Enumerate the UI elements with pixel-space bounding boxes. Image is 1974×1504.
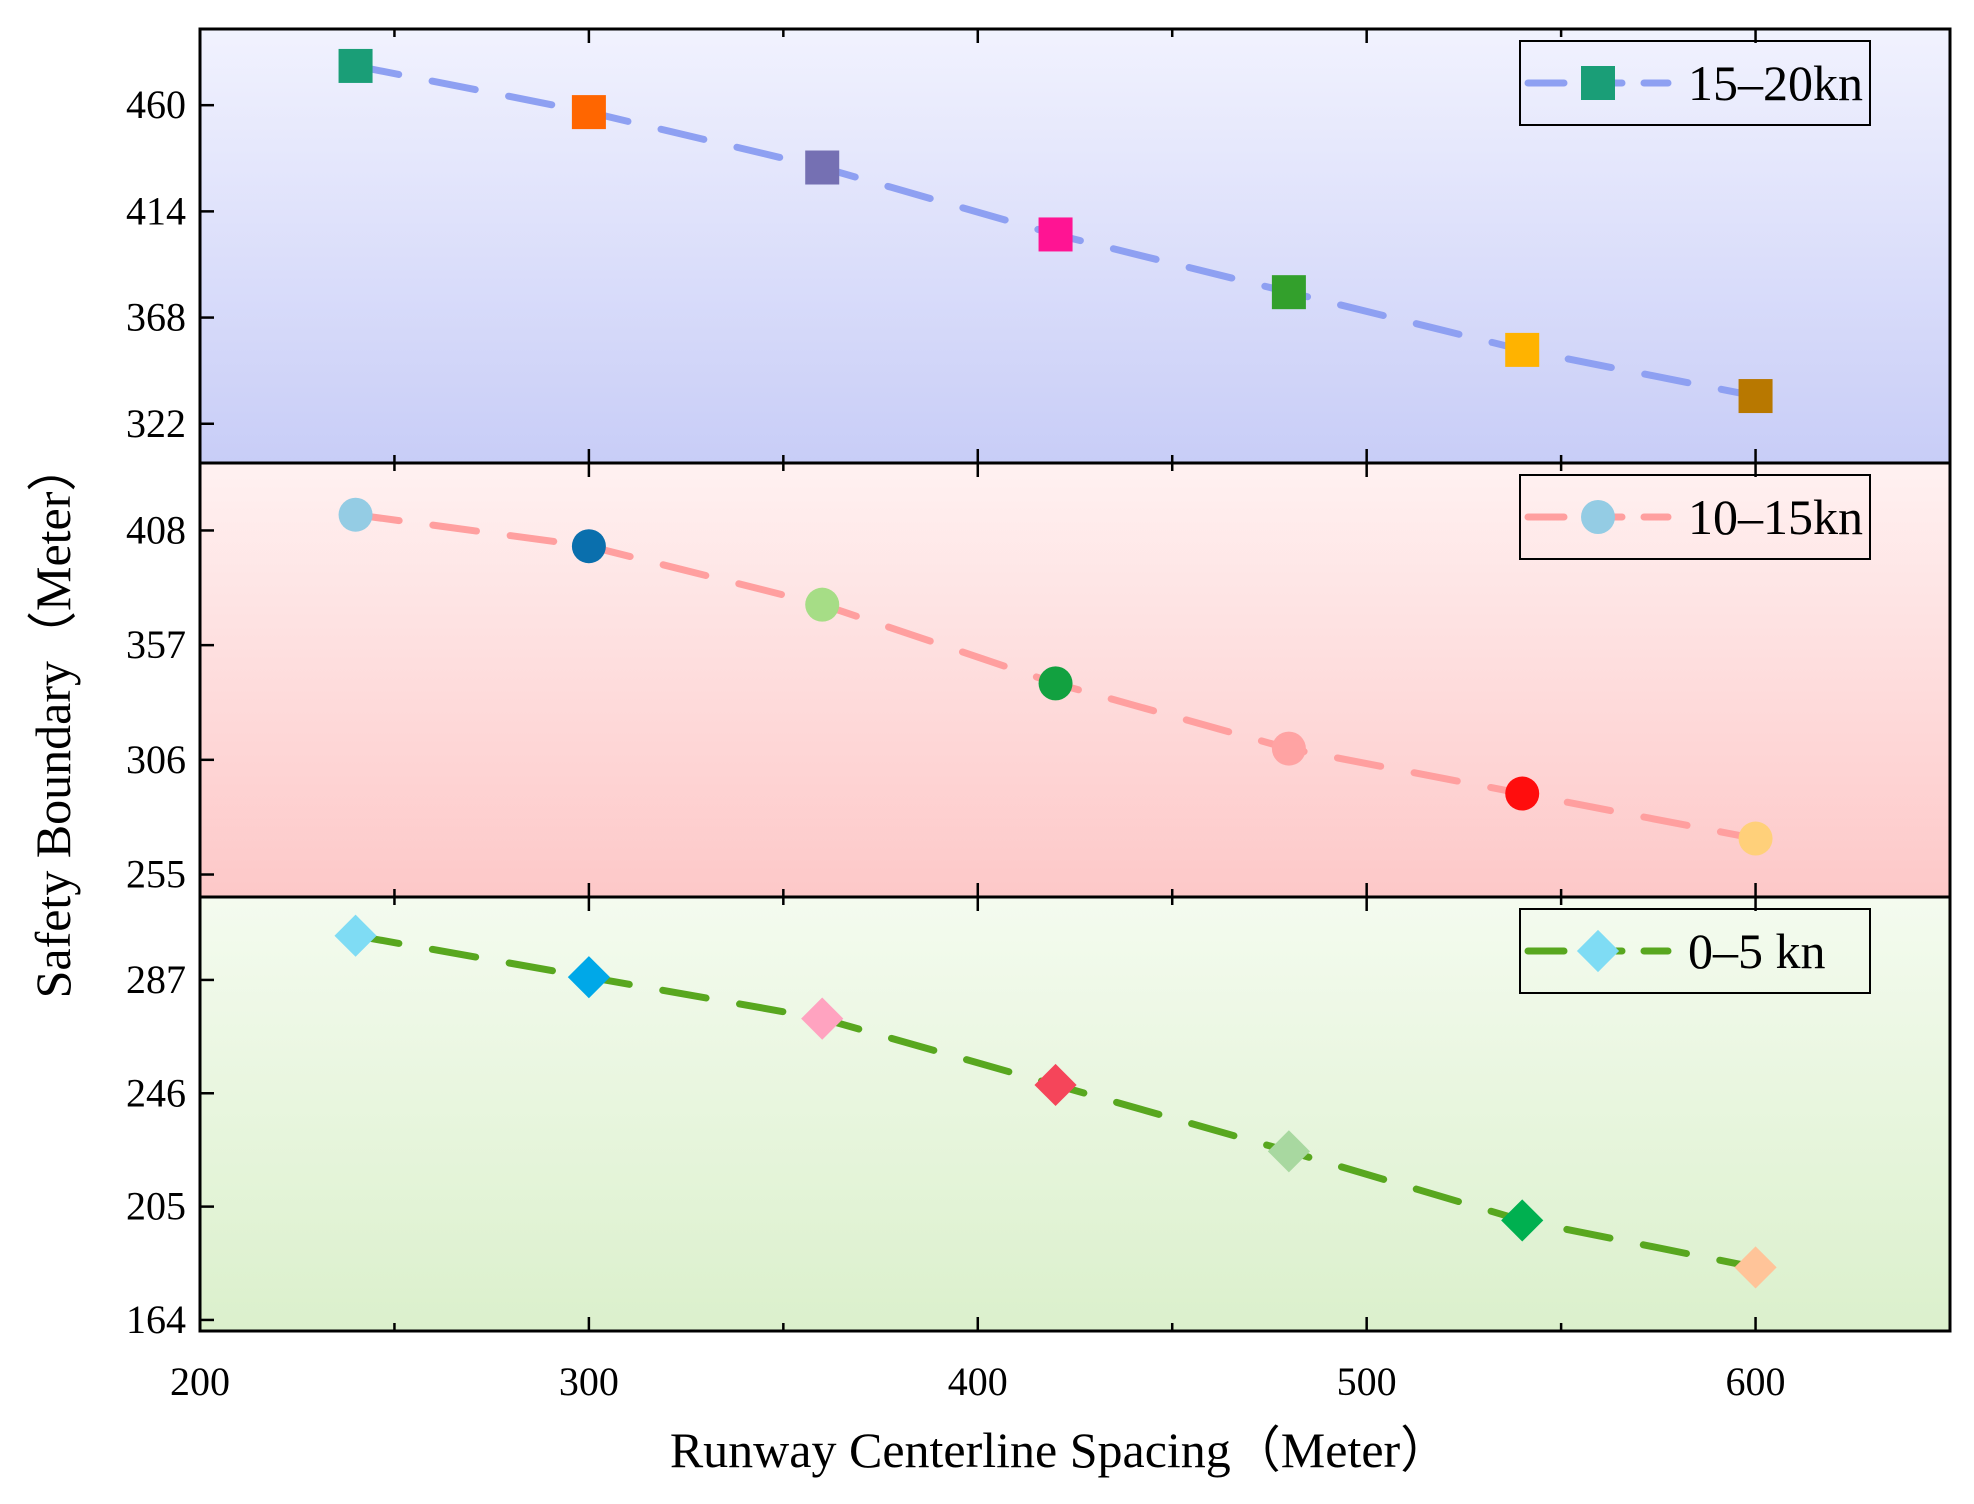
- y-tick-label: 357: [126, 622, 186, 667]
- y-tick-label: 246: [126, 1070, 186, 1115]
- legend-label: 15–20kn: [1688, 55, 1863, 111]
- data-point: [1505, 332, 1540, 367]
- legend: 0–5 kn: [1519, 908, 1871, 994]
- x-axis-title: Runway Centerline Spacing（Meter）: [670, 1422, 1450, 1478]
- legend-marker: [1581, 66, 1615, 100]
- x-tick-label: 400: [948, 1359, 1008, 1404]
- panel-circle: 255 306 357 408 10–15kn: [126, 461, 1952, 899]
- y-tick-label: 322: [126, 401, 186, 446]
- data-point: [571, 529, 606, 564]
- data-point: [1738, 821, 1773, 856]
- data-point: [334, 914, 377, 957]
- y-tick-label: 255: [126, 852, 186, 897]
- y-tick-label: 368: [126, 295, 186, 340]
- x-tick-label: 500: [1337, 1359, 1397, 1404]
- legend-box: [1519, 908, 1871, 994]
- legend: 15–20kn: [1519, 40, 1871, 126]
- data-point: [1505, 776, 1540, 811]
- data-point: [1038, 217, 1073, 252]
- y-axis-title: Safety Boundary（Meter）: [25, 442, 81, 999]
- y-tick-label: 164: [126, 1297, 186, 1342]
- data-point: [1267, 1130, 1310, 1173]
- data-point: [1734, 1246, 1777, 1289]
- y-tick-label: 205: [126, 1184, 186, 1229]
- data-point: [805, 150, 840, 185]
- legend-box: [1519, 40, 1871, 126]
- x-tick-label: 600: [1726, 1359, 1786, 1404]
- data-point: [571, 95, 606, 130]
- x-tick-label: 200: [170, 1359, 230, 1404]
- data-point: [1271, 275, 1306, 310]
- data-point: [801, 997, 844, 1040]
- legend-label: 0–5 kn: [1688, 923, 1826, 979]
- data-point: [1501, 1199, 1544, 1242]
- panel-frame: [198, 895, 1952, 1333]
- panel-background: [200, 29, 1950, 463]
- y-tick-label: 408: [126, 507, 186, 552]
- data-point: [1034, 1063, 1077, 1107]
- panel-background: [200, 897, 1950, 1331]
- data-point: [1038, 666, 1073, 701]
- x-tick-label: 300: [559, 1359, 619, 1404]
- data-point: [567, 956, 610, 999]
- data-point: [338, 497, 373, 532]
- panel-diamond: 164 205 246 287 0–5 kn: [126, 895, 1952, 1342]
- legend: 10–15kn: [1519, 474, 1871, 560]
- y-tick-label: 287: [126, 957, 186, 1002]
- y-tick-label: 460: [126, 82, 186, 127]
- data-point: [1738, 379, 1773, 414]
- legend-marker: [1576, 929, 1620, 973]
- data-point: [338, 48, 373, 83]
- legend-label: 10–15kn: [1688, 489, 1863, 545]
- y-tick-label: 306: [126, 737, 186, 782]
- y-tick-label: 414: [126, 188, 186, 233]
- panel-square: 322 368 414 460 15–20kn: [126, 27, 1952, 465]
- legend-box: [1519, 474, 1871, 560]
- data-point: [805, 587, 840, 622]
- data-point: [1271, 731, 1306, 766]
- legend-marker: [1581, 500, 1615, 534]
- panel-background: [200, 463, 1950, 897]
